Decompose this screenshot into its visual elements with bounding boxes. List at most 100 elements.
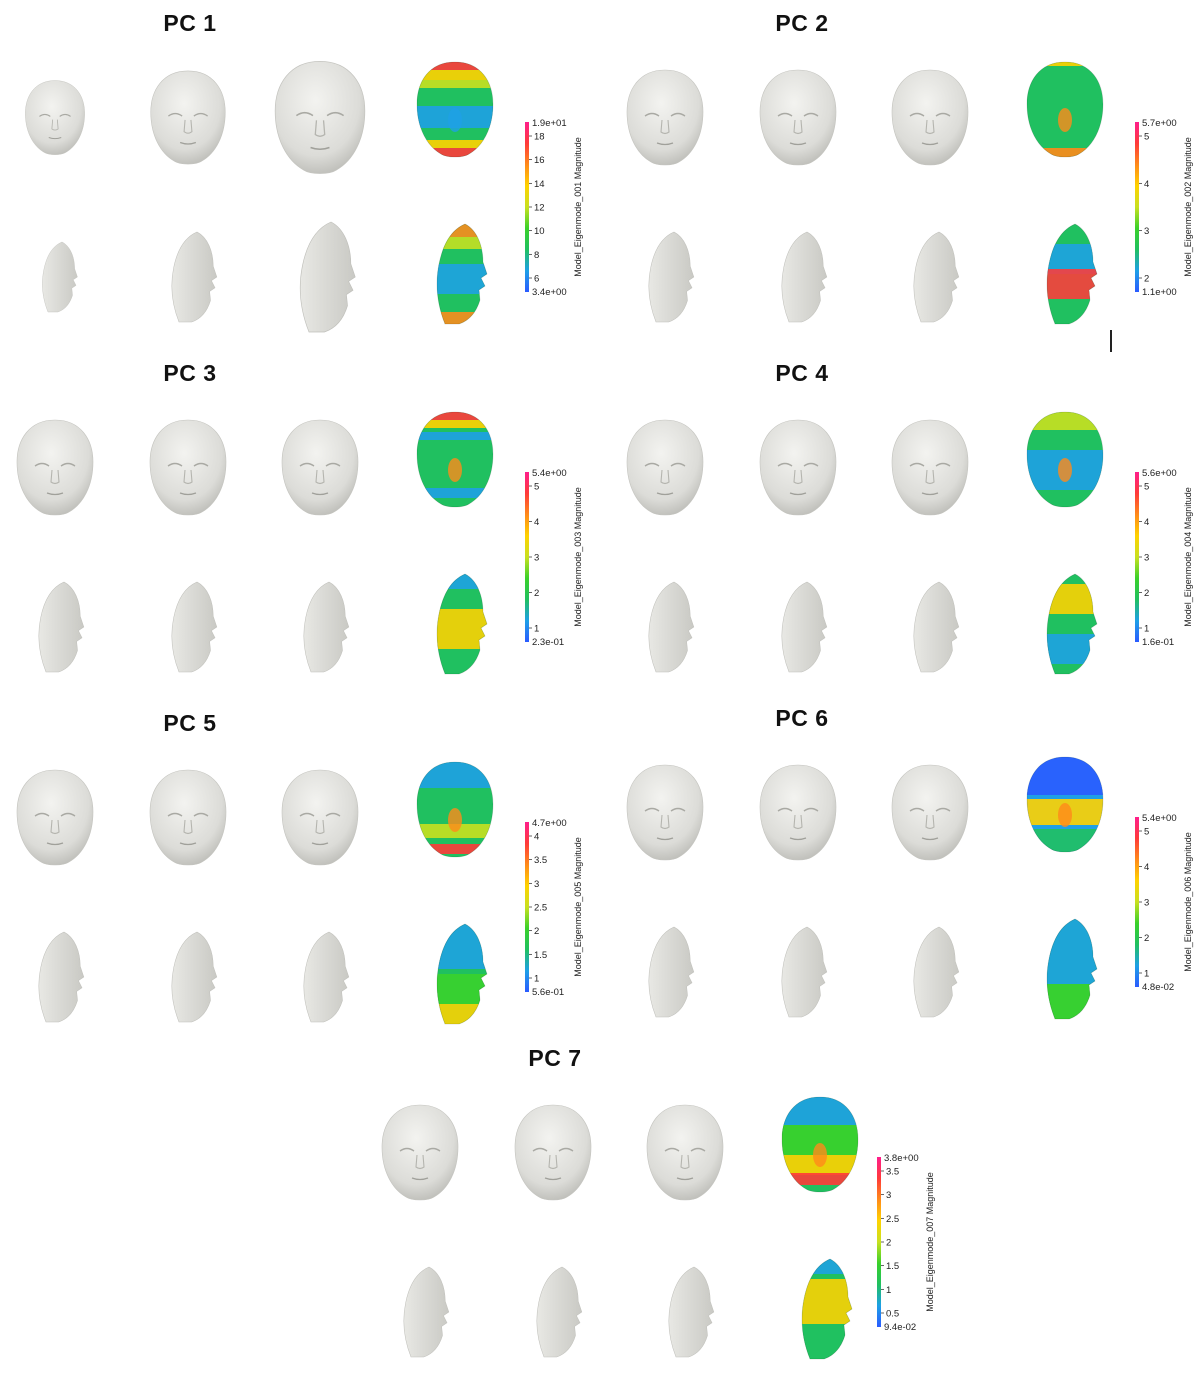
colorbar: 5.4e+00 2.3e-01 5 4 3 2 1 Model_Eigenmode_003 M… bbox=[525, 468, 583, 648]
pc-face-grid: 3.8e+00 9.4e-02 3.5 3 2.5 2 1.5 1 0.5 Model_Eigen… bbox=[381, 1096, 935, 1360]
front-face bbox=[759, 419, 837, 516]
colorbar: 4.7e+00 5.6e-01 4 3.5 3 2.5 2 1.5 1 Model_Eigenmo… bbox=[525, 818, 583, 998]
front-face bbox=[759, 764, 837, 861]
colorbar-tick-label: 4 bbox=[1144, 517, 1149, 528]
colorbar-tick-label: 2 bbox=[1144, 274, 1149, 285]
colorbar-max-label: 5.6e+00 bbox=[1142, 468, 1177, 479]
pc-title: PC 2 bbox=[775, 10, 829, 36]
front-face bbox=[626, 419, 704, 516]
colorbar-tick-label: 10 bbox=[534, 226, 545, 237]
colorbar-title: Model_Eigenmode_007 Magnitude bbox=[925, 1172, 935, 1312]
side-face bbox=[913, 581, 960, 673]
front-face bbox=[626, 764, 704, 861]
colorbar-tick-label: 3 bbox=[1144, 898, 1149, 909]
colorbar-title: Model_Eigenmode_004 Magnitude bbox=[1183, 487, 1193, 627]
colorbar-title: Model_Eigenmode_006 Magnitude bbox=[1183, 832, 1193, 972]
colorbar-max-label: 5.4e+00 bbox=[1142, 813, 1177, 824]
colorbar-title: Model_Eigenmode_005 Magnitude bbox=[573, 837, 583, 977]
colorbar-tick-label: 5 bbox=[1144, 132, 1149, 143]
pc-title: PC 7 bbox=[528, 1045, 582, 1071]
pc-face-grid: 5.4e+00 4.8e-02 5 4 3 2 1 Model_Eigenmode_006 M… bbox=[626, 756, 1193, 1020]
front-face bbox=[149, 419, 227, 516]
side-face bbox=[781, 581, 828, 673]
front-face bbox=[381, 1104, 459, 1201]
front-face bbox=[514, 1104, 592, 1201]
colorbar-tick-label: 3 bbox=[1144, 226, 1149, 237]
colorbar: 3.8e+00 9.4e-02 3.5 3 2.5 2 1.5 1 0.5 Model_Eigen… bbox=[877, 1153, 935, 1333]
colorbar-tick-label: 2 bbox=[534, 588, 539, 599]
side-face bbox=[42, 241, 78, 313]
side-face bbox=[781, 926, 828, 1018]
pc-panel: PC 5 4.7e+00 5.6e-01 4 3.5 3 2.5 2 1.5 1 Model_Eig… bbox=[0, 710, 600, 1055]
colorbar: 5.4e+00 4.8e-02 5 4 3 2 1 Model_Eigenmode_006 M… bbox=[1135, 813, 1193, 993]
colorbar-tick-label: 4 bbox=[534, 832, 539, 843]
colorbar: 1.9e+01 3.4e+00 18 16 14 12 10 8 6 Model_Eigenmod… bbox=[525, 118, 583, 298]
colorbar-tick-label: 6 bbox=[534, 274, 539, 285]
colorbar-tick-label: 1.5 bbox=[534, 950, 547, 961]
colorbar-min-label: 3.4e+00 bbox=[532, 287, 567, 298]
colorbar-tick-label: 16 bbox=[534, 155, 545, 166]
heatmap-side-face bbox=[1046, 918, 1098, 1020]
front-face bbox=[274, 61, 366, 174]
colorbar-tick-label: 1 bbox=[886, 1285, 891, 1296]
colorbar-tick-label: 5 bbox=[1144, 827, 1149, 838]
colorbar-tick-label: 3 bbox=[534, 553, 539, 564]
vertical-marker bbox=[1110, 330, 1112, 352]
heatmap-side-face bbox=[1046, 223, 1098, 325]
colorbar-tick-label: 14 bbox=[534, 179, 545, 190]
colorbar-tick-label: 3 bbox=[1144, 553, 1149, 564]
heatmap-side-face bbox=[801, 1258, 853, 1360]
colorbar-tick-label: 1 bbox=[534, 974, 539, 985]
heatmap-side-face bbox=[436, 223, 488, 325]
heatmap-front-face bbox=[416, 61, 494, 158]
pc-face-grid: 5.4e+00 2.3e-01 5 4 3 2 1 Model_Eigenmode_003 M… bbox=[16, 411, 583, 675]
front-face bbox=[891, 764, 969, 861]
side-face bbox=[171, 231, 218, 323]
pc-title: PC 6 bbox=[775, 705, 829, 731]
pc-panel: PC 4 5.6e+00 1.6e-01 5 4 3 2 1 Model_Eigenmode_0… bbox=[610, 360, 1200, 705]
side-face bbox=[648, 581, 695, 673]
colorbar-gradient bbox=[525, 472, 529, 642]
colorbar-tick-label: 3 bbox=[534, 879, 539, 890]
colorbar-tick-label: 8 bbox=[534, 250, 539, 261]
side-face bbox=[668, 1266, 715, 1358]
colorbar-tick-label: 1 bbox=[1144, 624, 1149, 635]
side-face bbox=[38, 581, 85, 673]
colorbar-title: Model_Eigenmode_002 Magnitude bbox=[1183, 137, 1193, 277]
side-face bbox=[171, 581, 218, 673]
front-face bbox=[891, 69, 969, 166]
colorbar-tick-label: 5 bbox=[1144, 482, 1149, 493]
side-face bbox=[403, 1266, 450, 1358]
front-face bbox=[891, 419, 969, 516]
side-face bbox=[299, 221, 356, 333]
pc-face-grid: 4.7e+00 5.6e-01 4 3.5 3 2.5 2 1.5 1 Model_Eigenmo… bbox=[16, 761, 583, 1025]
colorbar-tick-label: 1 bbox=[1144, 969, 1149, 980]
side-face bbox=[38, 931, 85, 1023]
colorbar-gradient bbox=[525, 122, 529, 292]
colorbar-min-label: 5.6e-01 bbox=[532, 987, 564, 998]
colorbar-gradient bbox=[525, 822, 529, 992]
pc-title: PC 4 bbox=[775, 360, 829, 386]
colorbar-tick-label: 2 bbox=[534, 926, 539, 937]
side-face bbox=[171, 931, 218, 1023]
pc-panel: PC 2 5.7e+00 1.1e+00 5 4 3 2 Model_Eigenmode_00… bbox=[610, 10, 1200, 355]
colorbar-gradient bbox=[1135, 122, 1139, 292]
heatmap-front-face bbox=[1026, 756, 1104, 853]
pc-face-grid: 5.7e+00 1.1e+00 5 4 3 2 Model_Eigenmode_002 Ma… bbox=[626, 61, 1193, 325]
colorbar-tick-label: 4 bbox=[1144, 862, 1149, 873]
colorbar-max-label: 5.4e+00 bbox=[532, 468, 567, 479]
heatmap-front-face bbox=[416, 761, 494, 858]
colorbar-max-label: 4.7e+00 bbox=[532, 818, 567, 829]
heatmap-side-face bbox=[436, 573, 488, 675]
colorbar-min-label: 2.3e-01 bbox=[532, 637, 564, 648]
heatmap-front-face bbox=[416, 411, 494, 508]
front-face bbox=[646, 1104, 724, 1201]
colorbar-max-label: 1.9e+01 bbox=[532, 118, 567, 129]
front-face bbox=[16, 769, 94, 866]
pc-panel: PC 1 1.9e+01 3.4e+00 18 16 14 12 10 8 6 Model_Eige… bbox=[0, 10, 600, 355]
colorbar-gradient bbox=[1135, 817, 1139, 987]
side-face bbox=[536, 1266, 583, 1358]
front-face bbox=[281, 419, 359, 516]
colorbar-min-label: 1.6e-01 bbox=[1142, 637, 1174, 648]
side-face bbox=[648, 231, 695, 323]
